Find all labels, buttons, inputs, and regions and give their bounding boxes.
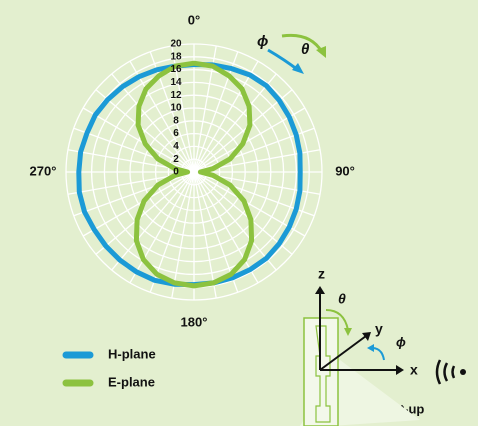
annotation: ϕ — [396, 334, 406, 349]
signal-dot — [460, 369, 466, 375]
r-tick-label: 6 — [173, 128, 179, 139]
r-tick-label: 20 — [170, 39, 182, 50]
annotation: θ — [301, 41, 310, 58]
background — [0, 0, 478, 426]
theta-tick-label: 270° — [30, 163, 57, 178]
annotation: x — [410, 362, 418, 378]
r-tick-label: 14 — [170, 77, 182, 88]
annotation: θ — [338, 291, 346, 307]
r-tick-label: 16 — [170, 64, 182, 75]
theta-tick-label: 180° — [181, 314, 208, 329]
theta-tick-label: 0° — [188, 12, 200, 27]
r-tick-label: 10 — [170, 103, 182, 114]
chart: H-plane E-plane 0 2 4 6 810 12 14 16 1820 0° 90° 180°… — [0, 0, 478, 426]
r-tick-label: 8 — [173, 115, 179, 126]
r-tick-label: 4 — [173, 141, 179, 152]
legend-label: H-plane — [108, 346, 156, 361]
r-tick-label: 12 — [170, 90, 182, 101]
r-tick-label: 2 — [173, 154, 179, 165]
r-tick-label: 18 — [170, 51, 182, 62]
annotation: z — [318, 266, 325, 282]
theta-tick-label: 90° — [335, 163, 355, 178]
annotation: ϕ — [257, 33, 268, 50]
legend-label: E-plane — [108, 374, 155, 389]
r-tick-label: 0 — [173, 167, 179, 178]
annotation: y — [375, 321, 383, 337]
